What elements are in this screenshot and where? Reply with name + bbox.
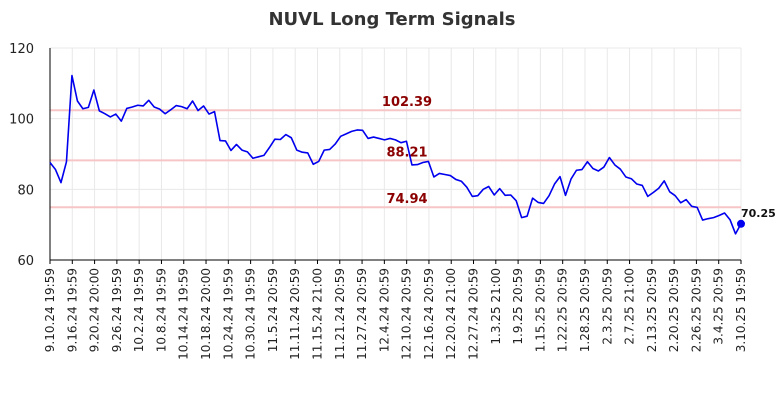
x-ticks: 9.10.24 19:59 9.16.24 19:59 9.20.24 20:00 9… [43, 260, 748, 360]
x-tick-label: 2.20.25 20:59 [667, 268, 681, 352]
x-tick-label: 12.10.24 20:59 [400, 268, 414, 360]
y-tick-label: 100 [9, 113, 34, 128]
y-tick-label: 60 [17, 254, 34, 269]
x-tick-label: 3.10.25 19:59 [734, 268, 748, 352]
price-line [49, 74, 742, 235]
x-tick-label: 11.15.24 21:00 [310, 268, 324, 360]
x-tick-label: 10.2.24 19:59 [132, 268, 146, 352]
x-tick-label: 1.9.25 20:59 [511, 268, 525, 345]
x-tick-label: 1.3.25 21:00 [489, 268, 503, 345]
y-tick-label: 80 [17, 183, 34, 198]
x-tick-label: 11.27.24 20:59 [355, 268, 369, 360]
x-tick-label: 1.22.25 20:59 [556, 268, 570, 352]
axes [49, 48, 741, 261]
x-tick-label: 2.26.25 20:59 [689, 268, 703, 352]
x-tick-label: 11.11.24 20:59 [288, 268, 302, 360]
last-value-label: 70.25 [741, 207, 776, 220]
x-tick-label: 2.13.25 20:59 [645, 268, 659, 352]
x-tick-label: 11.21.24 20:59 [333, 268, 347, 360]
grid [49, 47, 742, 261]
signal-label: 102.39 [382, 95, 432, 110]
x-tick-label: 1.28.25 20:59 [578, 268, 592, 352]
x-tick-label: 9.16.24 19:59 [65, 268, 79, 352]
x-tick-label: 2.7.25 21:00 [623, 268, 637, 345]
x-tick-label: 9.20.24 20:00 [88, 268, 102, 352]
x-tick-label: 11.5.24 20:59 [266, 268, 280, 352]
x-tick-label: 10.18.24 20:00 [199, 268, 213, 360]
x-tick-label: 1.15.25 20:59 [533, 268, 547, 352]
signal-label: 88.21 [386, 145, 427, 160]
x-tick-label: 3.4.25 20:59 [712, 268, 726, 345]
x-tick-label: 12.27.24 20:59 [467, 268, 481, 360]
y-ticks: 60 80 100 120 [9, 42, 34, 269]
last-point-marker [737, 219, 745, 228]
chart-title: NUVL Long Term Signals [268, 9, 515, 30]
x-tick-label: 10.24.24 19:59 [221, 268, 235, 360]
x-tick-label: 12.16.24 20:59 [422, 268, 436, 360]
y-tick-label: 120 [9, 42, 34, 57]
signal-lines: 102.39 88.21 74.94 [50, 95, 741, 209]
x-tick-label: 10.30.24 19:59 [244, 268, 258, 360]
x-tick-label: 9.26.24 19:59 [110, 268, 124, 352]
x-tick-label: 2.3.25 20:59 [600, 268, 614, 345]
x-tick-label: 10.8.24 19:59 [154, 268, 168, 352]
series: 70.25 [49, 74, 776, 235]
x-tick-label: 12.4.24 20:59 [377, 268, 391, 352]
x-tick-label: 12.20.24 21:00 [444, 268, 458, 360]
signal-label: 74.94 [386, 192, 427, 207]
x-tick-label: 10.14.24 19:59 [177, 268, 191, 360]
x-tick-label: 9.10.24 19:59 [43, 268, 57, 352]
